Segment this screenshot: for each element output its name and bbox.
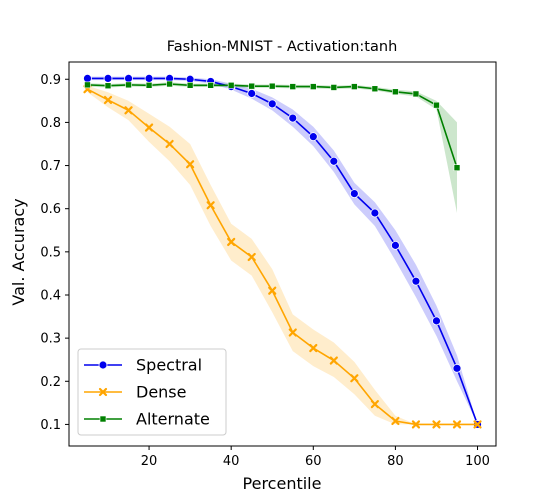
legend-item-spectral: Spectral — [84, 356, 202, 375]
alternate-data-point — [309, 83, 317, 90]
dense-data-point — [432, 420, 441, 429]
dense-data-point — [350, 374, 359, 383]
alternate-data-point — [453, 164, 461, 172]
y-tick-label: 0.8 — [40, 116, 61, 131]
spectral-data-point — [103, 73, 113, 83]
alternate-data-point — [186, 81, 194, 89]
legend-label: Dense — [136, 383, 186, 402]
legend-item-dense: Dense — [84, 383, 186, 402]
y-tick-label: 0.3 — [40, 332, 61, 347]
y-tick-label: 0.4 — [40, 288, 61, 303]
alternate-data-point — [145, 81, 153, 89]
spectral-data-point — [288, 113, 298, 123]
alternate-data-point — [125, 81, 132, 89]
x-axis: 20 40 60 80 100 — [141, 446, 490, 469]
dense-data-point — [473, 420, 482, 429]
alternate-data-point — [104, 82, 112, 90]
legend-marker — [99, 415, 107, 423]
dense-confidence-band — [87, 85, 478, 425]
alternate-data-point — [392, 88, 399, 96]
spectral-data-point — [452, 363, 462, 373]
dense-data-point — [227, 237, 236, 247]
spectral-data-point — [144, 73, 154, 83]
alternate-data-point — [433, 101, 440, 109]
dense-data-point — [144, 123, 154, 132]
dense-data-point — [103, 95, 113, 105]
spectral-data-point — [83, 73, 92, 83]
alternate-data-point — [227, 81, 235, 89]
alternate-data-point — [412, 90, 420, 98]
spectral-data-point — [391, 240, 400, 250]
alternate-data-point — [371, 85, 379, 93]
dense-data-point — [288, 328, 297, 337]
dense-data-point — [411, 420, 421, 429]
legend: Spectral Dense Alternate — [77, 348, 227, 436]
legend-marker — [98, 360, 108, 370]
spectral-data-point — [370, 208, 380, 218]
legend-box — [77, 348, 227, 436]
alternate-data-point — [351, 83, 358, 90]
spectral-data-point — [411, 276, 421, 286]
spectral-data-point — [349, 189, 359, 198]
dense-data-point — [391, 416, 400, 426]
dense-data-point — [186, 160, 195, 169]
dense-data-point — [268, 286, 277, 295]
y-tick-label: 0.9 — [40, 73, 61, 88]
dense-data-point — [206, 201, 215, 210]
x-axis-label: Percentile — [243, 474, 322, 493]
x-tick-label: 80 — [387, 454, 404, 469]
spectral-data-point — [247, 89, 257, 98]
x-tick-label: 100 — [465, 454, 490, 469]
dense-data-point — [165, 139, 174, 149]
dense-data-point — [452, 420, 462, 429]
dense-data-point — [309, 343, 318, 353]
y-axis-label: Val. Accuracy — [9, 198, 28, 305]
legend-label: Alternate — [136, 410, 210, 429]
dense-data-point — [124, 106, 133, 115]
x-tick-label: 40 — [223, 454, 240, 469]
spectral-data-point — [329, 156, 339, 166]
dense-data-point — [329, 356, 338, 365]
legend-item-alternate: Alternate — [84, 410, 210, 429]
y-tick-label: 0.6 — [40, 202, 61, 217]
y-tick-label: 0.2 — [40, 375, 61, 390]
x-tick-label: 20 — [141, 454, 158, 469]
x-tick-label: 60 — [305, 454, 322, 469]
chart-title: Fashion-MNIST - Activation:tanh — [167, 39, 398, 55]
alternate-data-point — [166, 80, 173, 88]
plot-frame — [68, 61, 497, 447]
spectral-data-point — [308, 132, 318, 142]
legend-marker — [98, 387, 108, 397]
alternate-data-point — [84, 81, 91, 89]
y-axis: 0.1 0.2 0.3 0.4 0.5 0.6 0.7 0.8 0.9 — [40, 73, 69, 433]
spectral-data-point — [267, 99, 277, 109]
y-tick-label: 0.5 — [40, 245, 61, 260]
dense-data-point — [247, 252, 256, 262]
spectral-data-point — [432, 316, 441, 326]
alternate-data-point — [248, 82, 256, 90]
y-tick-label: 0.1 — [40, 418, 61, 433]
spectral-data-point — [124, 73, 133, 83]
spectral-confidence-band — [87, 76, 478, 425]
legend-label: Spectral — [136, 356, 202, 375]
plot-area — [68, 61, 497, 447]
y-tick-label: 0.7 — [40, 159, 61, 174]
alternate-data-point — [330, 84, 338, 91]
alternate-data-point — [207, 81, 214, 89]
alternate-data-point — [268, 82, 276, 90]
dense-data-point — [370, 400, 379, 409]
alternate-data-point — [289, 83, 297, 90]
